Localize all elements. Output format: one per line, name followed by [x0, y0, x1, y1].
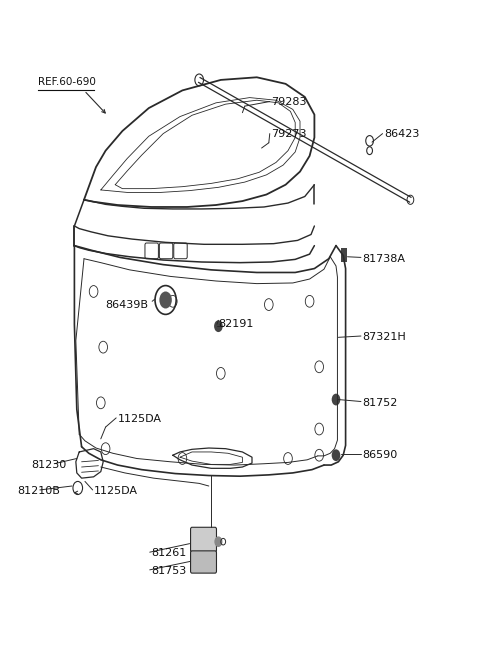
Text: 81752: 81752 [362, 398, 398, 408]
Text: 81210B: 81210B [17, 486, 60, 496]
Circle shape [215, 537, 222, 546]
Text: 1125DA: 1125DA [94, 486, 138, 496]
Circle shape [332, 449, 340, 461]
FancyBboxPatch shape [191, 551, 216, 573]
Text: 81753: 81753 [151, 566, 186, 576]
Circle shape [332, 394, 340, 405]
Text: 86423: 86423 [384, 129, 420, 140]
Text: 82191: 82191 [218, 319, 254, 329]
Text: 79273: 79273 [271, 129, 307, 140]
Text: 87321H: 87321H [362, 332, 406, 343]
Text: 81738A: 81738A [362, 253, 406, 264]
Bar [341, 248, 347, 262]
Text: 81261: 81261 [151, 548, 186, 559]
FancyBboxPatch shape [191, 527, 216, 552]
Circle shape [214, 320, 223, 332]
Circle shape [159, 291, 172, 309]
Text: 79283: 79283 [271, 96, 307, 107]
Text: 86590: 86590 [362, 450, 397, 460]
Text: 1125DA: 1125DA [118, 414, 162, 424]
Text: 81230: 81230 [31, 460, 66, 470]
Text: REF.60-690: REF.60-690 [38, 77, 96, 87]
Text: 86439B: 86439B [106, 299, 149, 310]
